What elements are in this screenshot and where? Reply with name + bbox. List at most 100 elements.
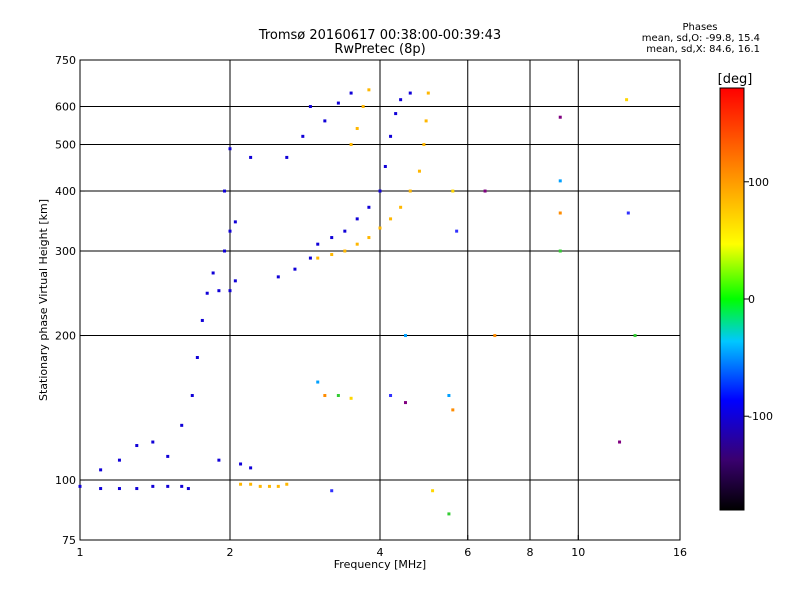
y-tick-label: 100 — [55, 474, 76, 487]
x-tick-label: 16 — [673, 546, 687, 559]
data-point — [99, 468, 103, 472]
stats-x-mode: mean, sd,X: 84.6, 16.1 — [646, 44, 760, 55]
data-point — [166, 484, 170, 488]
y-axis-label: Stationary phase Virtual Height [km] — [37, 199, 50, 401]
data-point — [336, 394, 340, 398]
data-point — [151, 484, 155, 488]
data-point — [276, 275, 280, 279]
x-tick-label: 1 — [77, 546, 84, 559]
data-point — [316, 380, 320, 384]
data-point — [389, 394, 393, 398]
data-point — [267, 484, 271, 488]
data-point — [399, 98, 403, 102]
data-point — [349, 143, 353, 147]
x-axis-label: Frequency [MHz] — [334, 558, 426, 571]
stats-o-mode: mean, sd,O: -99.8, 15.4 — [641, 33, 760, 44]
data-point — [349, 396, 353, 400]
data-point — [355, 217, 359, 221]
data-point — [626, 211, 630, 215]
x-tick-label: 4 — [377, 546, 384, 559]
data-point — [355, 242, 359, 246]
title-line-2: RwPretec (8p) — [334, 42, 426, 57]
phase-stats: Phases mean, sd,O: -99.8, 15.4 mean, sd,… — [560, 22, 760, 55]
data-point — [447, 512, 451, 516]
data-point — [336, 101, 340, 105]
gridlines — [80, 60, 680, 540]
data-point — [383, 164, 387, 168]
data-point — [117, 458, 121, 462]
data-point — [316, 242, 320, 246]
data-point — [239, 482, 243, 486]
y-tick-label: 600 — [55, 101, 76, 114]
data-point — [249, 482, 253, 486]
y-tick-label: 500 — [55, 139, 76, 152]
data-point — [239, 462, 243, 466]
data-point — [330, 489, 334, 493]
scatter-points — [78, 88, 637, 516]
data-point — [249, 155, 253, 159]
data-point — [558, 179, 562, 183]
stats-heading: Phases — [682, 22, 718, 33]
data-point — [343, 249, 347, 253]
data-point — [186, 487, 190, 491]
data-point — [558, 211, 562, 215]
data-point — [367, 88, 371, 92]
data-point — [431, 489, 435, 493]
data-point — [135, 487, 139, 491]
data-point — [223, 249, 227, 253]
data-point — [349, 91, 353, 95]
colorbar-tick-label: 0 — [748, 293, 755, 306]
axis-ticks: 1 2 4 6 8 10 16 75 100 200 300 400 500 600 750 — [55, 54, 687, 559]
data-point — [217, 458, 221, 462]
data-point — [323, 394, 327, 398]
y-tick-label: 300 — [55, 245, 76, 258]
data-point — [422, 143, 426, 147]
data-point — [394, 112, 398, 116]
data-point — [618, 440, 622, 444]
data-point — [293, 267, 297, 271]
x-tick-label: 6 — [464, 546, 471, 559]
data-point — [323, 119, 327, 123]
data-point — [403, 401, 407, 405]
data-point — [403, 334, 407, 338]
data-point — [451, 408, 455, 412]
y-tick-label: 75 — [62, 534, 76, 547]
data-point — [493, 334, 497, 338]
data-point — [180, 484, 184, 488]
data-point — [424, 119, 428, 123]
data-point — [367, 205, 371, 209]
colorbar-tick-label: 100 — [748, 176, 769, 189]
x-tick-label: 8 — [527, 546, 534, 559]
data-point — [276, 484, 280, 488]
data-point — [389, 134, 393, 138]
data-point — [285, 155, 289, 159]
data-point — [223, 189, 227, 193]
data-point — [151, 440, 155, 444]
data-point — [378, 189, 382, 193]
data-point — [117, 487, 121, 491]
data-point — [308, 105, 312, 109]
colorbar — [719, 87, 745, 511]
data-point — [200, 318, 204, 322]
data-point — [316, 256, 320, 260]
x-tick-label: 10 — [571, 546, 585, 559]
y-tick-label: 750 — [55, 54, 76, 67]
data-point — [205, 291, 209, 295]
data-point — [343, 229, 347, 233]
data-point — [249, 466, 253, 470]
data-point — [135, 444, 139, 448]
data-point — [625, 98, 629, 102]
data-point — [417, 169, 421, 173]
data-point — [228, 147, 232, 151]
data-point — [399, 205, 403, 209]
data-point — [217, 289, 221, 293]
x-tick-label: 2 — [227, 546, 234, 559]
colorbar-ticks: 100 0 -100 — [744, 176, 773, 423]
data-point — [361, 105, 365, 109]
data-point — [195, 355, 199, 359]
data-point — [330, 236, 334, 240]
data-point — [285, 482, 289, 486]
data-point — [308, 256, 312, 260]
data-point — [233, 279, 237, 283]
